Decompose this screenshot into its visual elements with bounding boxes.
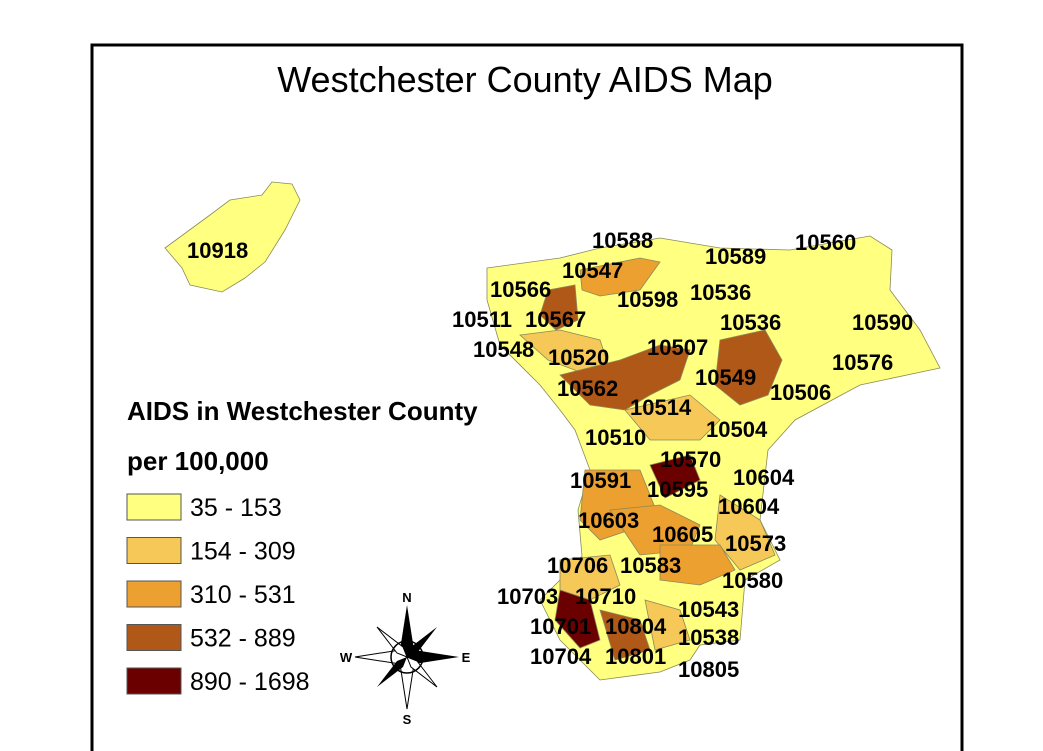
zip-label: 10604	[718, 494, 780, 519]
compass-west: W	[340, 650, 353, 665]
zip-label: 10604	[733, 465, 795, 490]
zip-label: 10549	[695, 365, 756, 390]
zip-label: 10514	[630, 395, 692, 420]
zip-label: 10560	[795, 230, 856, 255]
zip-label: 10583	[620, 553, 681, 578]
region-10701	[554, 589, 601, 649]
zip-label: 10547	[562, 258, 623, 283]
region-10603	[609, 504, 701, 556]
region-10918	[164, 181, 301, 293]
zip-label: 10538	[678, 625, 739, 650]
region-10514	[624, 394, 721, 441]
zip-label: 10701	[530, 614, 591, 639]
legend-label: 532 - 889	[190, 625, 296, 653]
region-10547	[579, 257, 661, 297]
zip-label: 10570	[660, 447, 721, 472]
region-10549	[714, 329, 783, 406]
zip-label: 10567	[525, 307, 586, 332]
zip-label: 10590	[852, 310, 913, 335]
legend-label: 154 - 309	[190, 538, 296, 566]
zip-label: 10804	[605, 614, 667, 639]
legend-label: 310 - 531	[190, 581, 296, 609]
zip-label: 10507	[647, 335, 708, 360]
zip-label: 10562	[557, 376, 618, 401]
zip-label: 10595	[647, 477, 708, 502]
zip-label: 10703	[497, 584, 558, 609]
zip-label: 10510	[585, 425, 646, 450]
region-10804	[644, 599, 691, 651]
zip-label: 10706	[547, 553, 608, 578]
zip-label: 10588	[592, 228, 653, 253]
zip-label: 10591	[570, 468, 631, 493]
zip-label: 10580	[722, 568, 783, 593]
zip-label: 10704	[530, 644, 592, 669]
legend-swatch	[126, 537, 182, 564]
compass-north: N	[402, 590, 411, 605]
zip-label: 10536	[690, 280, 751, 305]
zip-label: 10520	[548, 345, 609, 370]
zip-label: 10504	[706, 417, 768, 442]
zip-label: 10506	[770, 380, 831, 405]
zip-label: 10576	[832, 350, 893, 375]
zip-label: 10548	[473, 337, 534, 362]
zip-label: 10543	[678, 597, 739, 622]
compass-east: E	[462, 650, 471, 665]
map-title: Westchester County AIDS Map	[277, 59, 773, 100]
zip-label: 10805	[678, 657, 739, 682]
map-shapes	[164, 181, 941, 681]
region-10710	[599, 609, 651, 661]
legend-swatch	[126, 624, 182, 651]
region-10706	[559, 554, 621, 601]
region-10562	[559, 344, 691, 411]
zip-label: 10566	[490, 277, 551, 302]
zip-label: 10801	[605, 644, 666, 669]
compass-south: S	[403, 712, 412, 727]
zip-label: 10536	[720, 310, 781, 335]
legend: AIDS in Westchester County per 100,000 35 …	[126, 396, 478, 696]
region-10566	[539, 284, 579, 331]
legend-label: 35 - 153	[190, 494, 282, 522]
zip-label: 10511	[452, 307, 512, 332]
compass-rose	[354, 605, 459, 710]
zip-label: 10598	[617, 287, 678, 312]
zip-label: 10918	[187, 238, 248, 263]
zip-labels: 10918 10588 10589 10560 10547 10566 10598 10536…	[187, 228, 913, 682]
legend-swatch	[126, 667, 182, 695]
zip-label: 10589	[705, 244, 766, 269]
zip-label: 10573	[725, 531, 786, 556]
region-10573	[714, 494, 776, 571]
region-10583	[659, 544, 736, 586]
legend-label: 890 - 1698	[190, 668, 310, 696]
legend-title: AIDS in Westchester County	[127, 396, 478, 426]
region-10570	[649, 454, 701, 499]
zip-label: 10603	[578, 508, 639, 533]
legend-swatch	[126, 493, 182, 521]
zip-label: 10710	[575, 584, 636, 609]
zip-label: 10605	[652, 522, 713, 547]
legend-title: per 100,000	[127, 446, 269, 476]
legend-swatch	[126, 580, 182, 608]
